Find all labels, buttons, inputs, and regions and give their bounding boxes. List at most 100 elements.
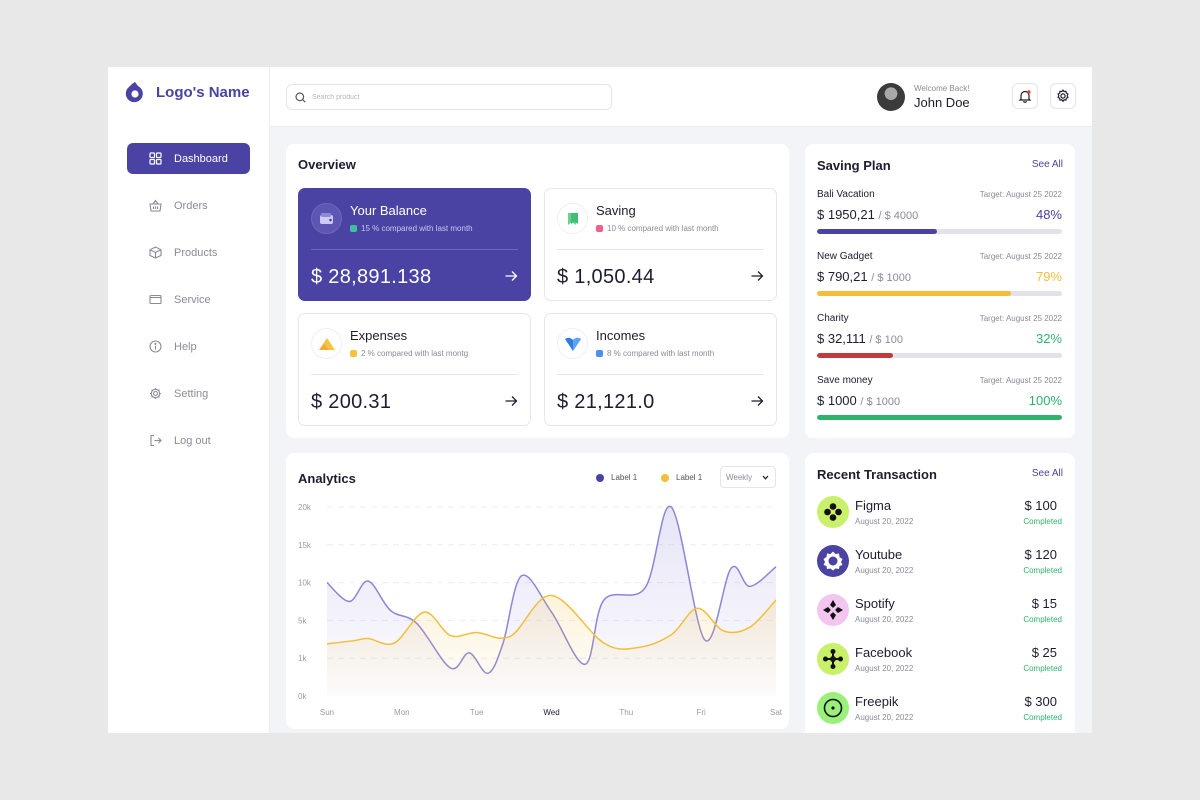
plan-name: Save money [817,375,873,386]
plan-saved: $ 32,111 [817,331,866,346]
bookmark-icon [557,203,588,234]
transaction-date: August 20, 2022 [855,517,914,526]
divider [557,249,764,250]
grid-icon [149,152,162,165]
analytics-title: Analytics [298,471,356,486]
saving-plan-item[interactable]: Bali Vacation Target: August 25 2022 $ 1… [817,189,1062,239]
legend-label: Label 1 [676,473,703,482]
plan-progress-track [817,353,1062,358]
mail-icon [149,294,162,305]
sidebar-nav: Dashboard Orders Products Service Help S… [127,143,250,472]
gear-icon [150,388,161,399]
transaction-name: Freepik [855,694,899,709]
y-tick-label: 10k [298,579,312,588]
x-tick-label: Wed [543,708,559,717]
legend-dot [596,473,604,482]
plan-target: Target: August 25 2022 [979,190,1062,199]
app-window: Logo's Name Dashboard Orders Products Se… [108,67,1092,733]
sidebar-item-label: Help [174,340,197,353]
trend-chip [596,225,603,232]
sidebar-item-label: Orders [174,199,208,212]
transaction-amount: $ 25 [1031,645,1057,660]
plan-percent: 100% [1028,393,1062,408]
transaction-date: August 20, 2022 [855,615,914,624]
notifications-button[interactable] [1012,83,1038,109]
arrow-right-icon[interactable] [504,394,518,408]
plan-progress-track [817,229,1062,234]
plan-progress-track [817,291,1062,296]
youtube-icon [817,545,849,577]
box-icon [149,246,162,259]
transaction-row[interactable]: Figma August 20, 2022 $ 100 Completed [817,496,1062,536]
saving-tile[interactable]: Saving 10 % compared with last month $ 1… [544,188,777,301]
y-tick-label: 1k [298,654,307,663]
saving-plan-see-all-link[interactable]: See All [1031,159,1063,170]
transaction-row[interactable]: Youtube August 20, 2022 $ 120 Completed [817,545,1062,585]
freepik-icon [817,692,849,724]
sidebar-item-service[interactable]: Service [127,284,250,315]
plan-goal: / $ 1000 [860,396,901,408]
plan-saved: $ 790,21 [817,269,868,284]
user-name: John Doe [914,95,970,110]
expenses-tile[interactable]: Expenses 2 % compared with last montg $ … [298,313,531,426]
y-tick-label: 0k [298,692,307,701]
triangle-icon [311,328,342,359]
facebook-icon [817,643,849,675]
tile-compare-text: 10 % compared with last month [607,224,719,233]
saving-plan-item[interactable]: Save money Target: August 25 2022 $ 1000… [817,375,1062,425]
transaction-row[interactable]: Freepik August 20, 2022 $ 300 Completed [817,692,1062,732]
user-profile[interactable]: Welcome Back! John Doe [877,83,970,111]
trend-chip [350,350,357,357]
x-tick-label: Tue [470,708,484,717]
tile-amount: $ 21,121.0 [557,391,655,413]
legend-item: Label 1 [661,473,702,482]
transaction-status: Completed [1023,615,1062,624]
tile-compare: 10 % compared with last month [596,224,719,233]
arrow-right-icon[interactable] [504,269,518,283]
avatar[interactable] [877,83,905,111]
brand-logo[interactable]: Logo's Name [124,81,250,103]
divider [311,249,518,250]
recent-transactions-card: Recent Transaction See All Figma August … [805,453,1075,733]
sidebar-item-label: Setting [174,387,209,400]
tile-name: Incomes [596,328,646,343]
arrow-right-icon[interactable] [750,269,764,283]
transaction-status: Completed [1023,664,1062,673]
sidebar-item-logout[interactable]: Log out [127,425,250,456]
period-select-value: Weekly [726,472,753,482]
sidebar: Logo's Name Dashboard Orders Products Se… [108,67,270,733]
legend-dot [661,473,669,482]
series-line [326,505,777,675]
sidebar-item-help[interactable]: Help [127,331,250,362]
heart-shield-icon [557,328,588,359]
plan-target: Target: August 25 2022 [979,252,1062,261]
plan-target: Target: August 25 2022 [979,314,1062,323]
search-box[interactable] [286,84,612,110]
transaction-status: Completed [1023,517,1062,526]
saving-plan-item[interactable]: Charity Target: August 25 2022 $ 32,111 … [817,313,1062,363]
saving-plan-item[interactable]: New Gadget Target: August 25 2022 $ 790,… [817,251,1062,301]
period-select[interactable]: Weekly [720,466,776,488]
divider [311,374,518,375]
transactions-see-all-link[interactable]: See All [1031,468,1063,479]
balance-tile[interactable]: Your Balance 15 % compared with last mon… [298,188,531,301]
arrow-right-icon[interactable] [750,394,764,408]
transaction-row[interactable]: Facebook August 20, 2022 $ 25 Completed [817,643,1062,683]
legend-label: Label 1 [611,473,638,482]
tile-name: Your Balance [350,203,427,218]
plan-amount: $ 790,21 / $ 1000 [817,269,911,284]
search-input[interactable] [312,93,592,101]
sidebar-item-products[interactable]: Products [127,237,250,268]
sidebar-item-orders[interactable]: Orders [127,190,250,221]
plan-progress-fill [817,229,938,234]
series-area [327,595,776,696]
transaction-row[interactable]: Spotify August 20, 2022 $ 15 Completed [817,594,1062,634]
tile-compare: 8 % compared with last month [596,349,714,358]
settings-button[interactable] [1050,83,1076,109]
plan-progress-fill [817,353,893,358]
sidebar-item-dashboard[interactable]: Dashboard [127,143,250,174]
incomes-tile[interactable]: Incomes 8 % compared with last month $ 2… [544,313,777,426]
tile-compare-text: 2 % compared with last montg [361,349,469,358]
transaction-date: August 20, 2022 [855,566,914,575]
sidebar-item-setting[interactable]: Setting [127,378,250,409]
